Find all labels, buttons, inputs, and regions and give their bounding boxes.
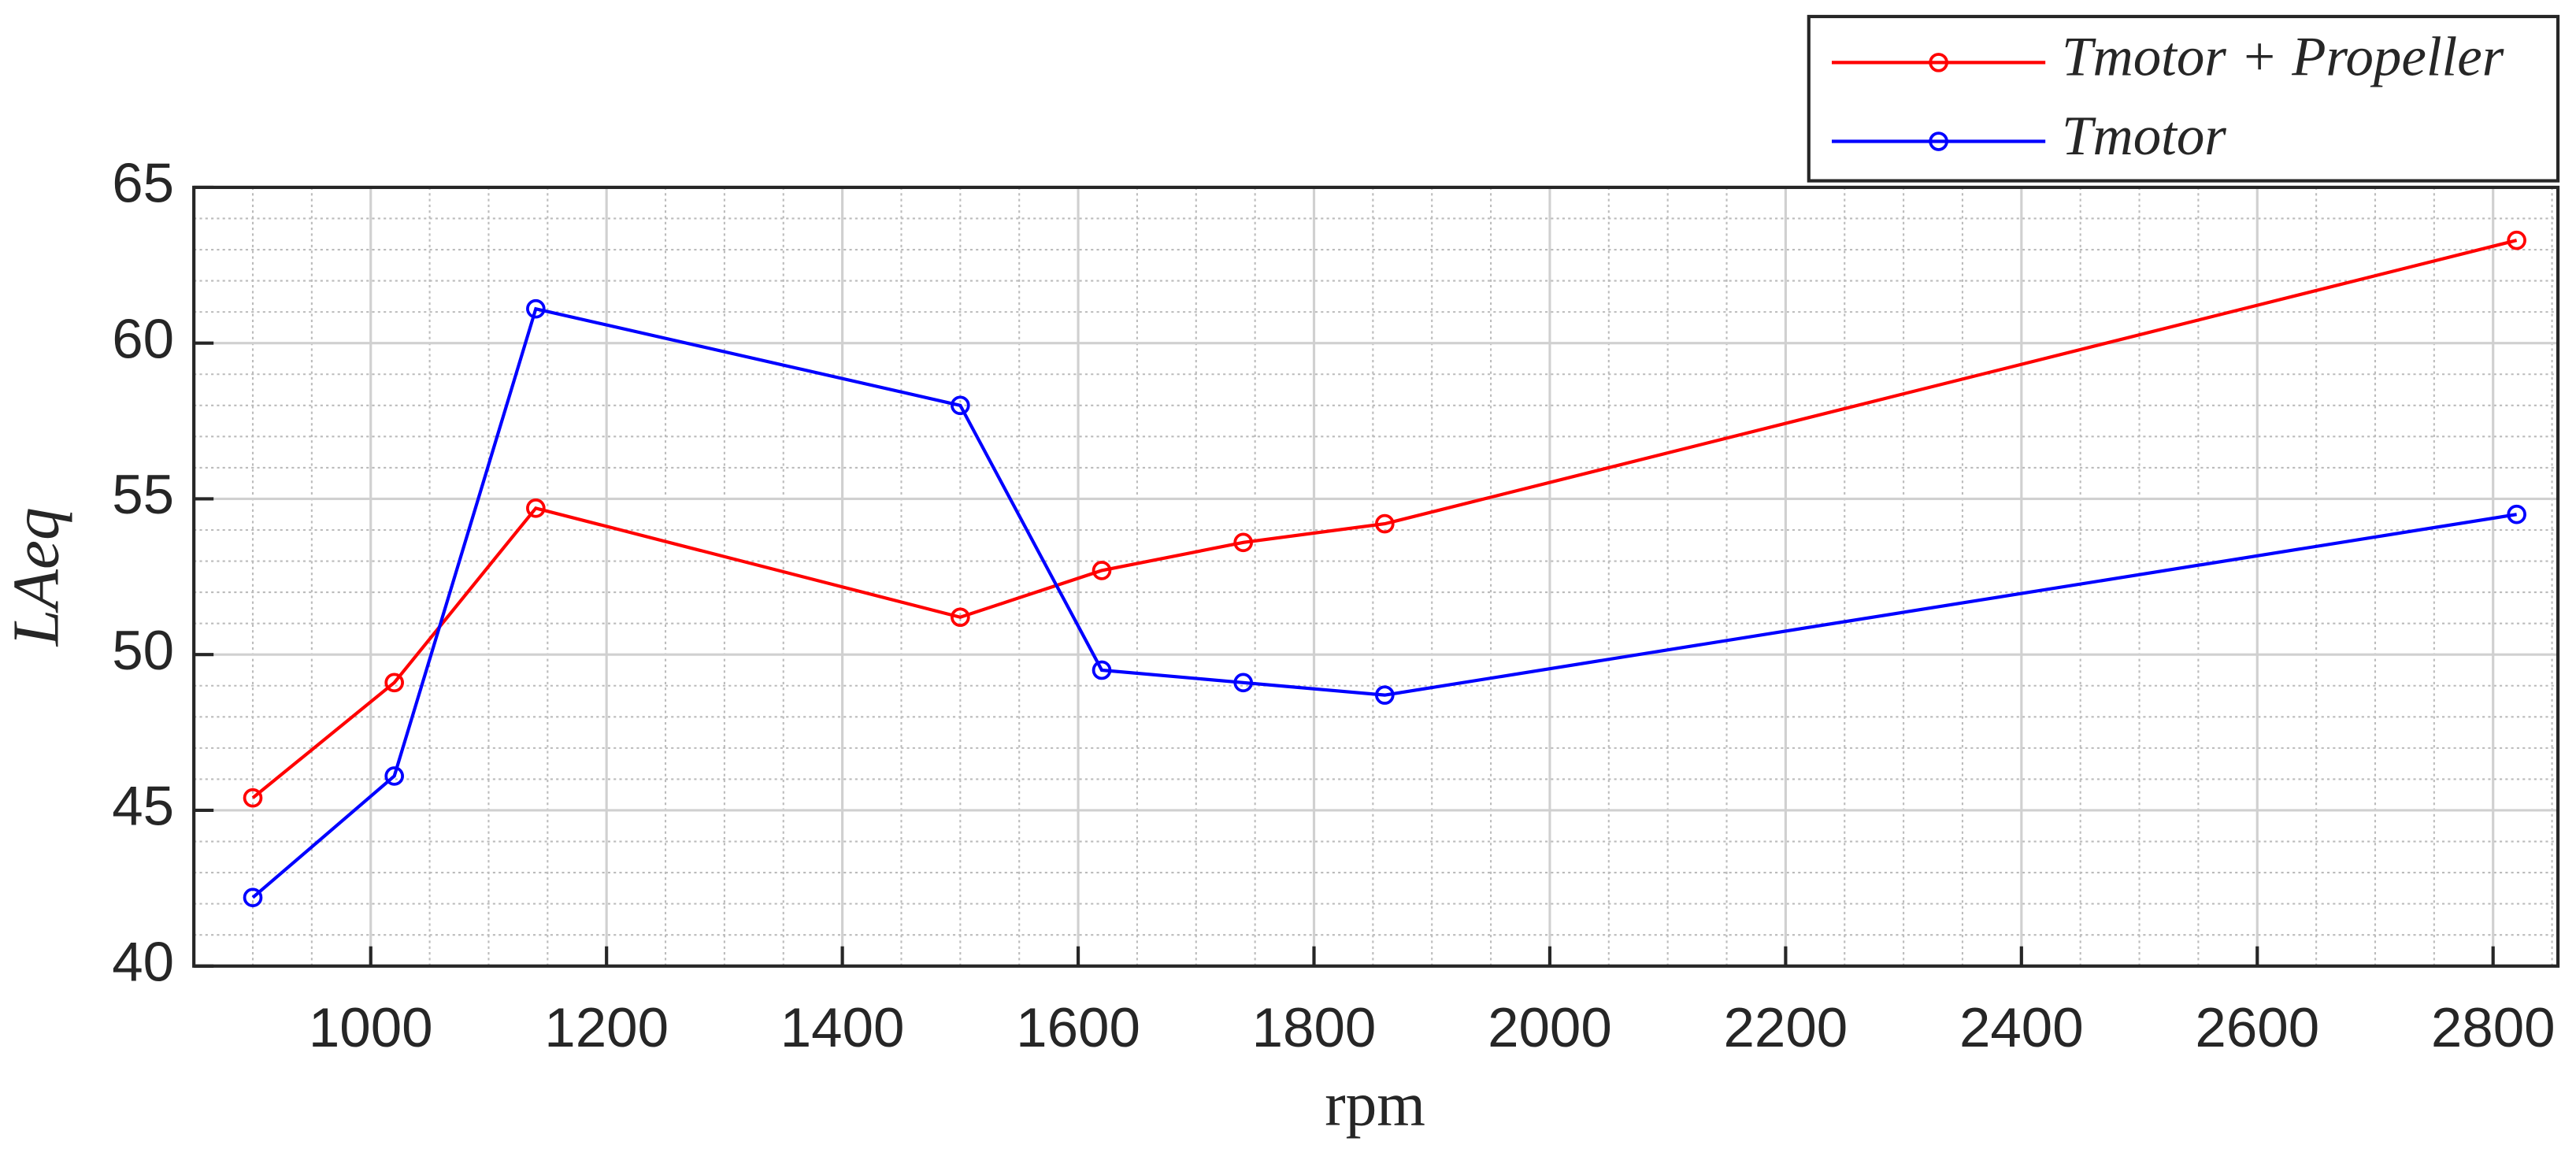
x-tick-label: 2800 — [2431, 997, 2556, 1059]
plot-area — [194, 187, 2559, 966]
plot-frame — [192, 185, 2560, 968]
x-tick-label: 1800 — [1252, 997, 1377, 1059]
x-axis-label: rpm — [1325, 1069, 1425, 1139]
legend-marker — [1929, 53, 1948, 72]
data-point — [384, 673, 404, 693]
x-tick-label: 1400 — [780, 997, 905, 1059]
y-tick-label: 55 — [112, 464, 174, 526]
data-point — [384, 766, 404, 786]
data-point — [526, 498, 546, 518]
x-tick-label: 1200 — [544, 997, 669, 1059]
y-tick-label: 45 — [112, 776, 174, 838]
data-point — [1375, 513, 1395, 534]
data-point — [2507, 504, 2526, 524]
grid: 40 45 50 55 60 65 1000 1200 1400 1600 1800 2000 2200… — [112, 153, 2560, 1059]
legend-label: Tmotor — [2062, 106, 2226, 167]
data-point — [951, 395, 970, 416]
plot — [243, 230, 2526, 908]
data-point — [526, 298, 546, 319]
x-tick-label: 1000 — [309, 997, 433, 1059]
data-point — [1092, 561, 1112, 580]
x-tick-label: 2400 — [1959, 997, 2084, 1059]
y-tick-label: 65 — [112, 153, 174, 215]
y-tick-label: 40 — [112, 931, 174, 993]
data-point — [243, 888, 263, 908]
legend-box — [1807, 14, 2560, 183]
data-point — [1092, 660, 1112, 680]
legend-marker — [1929, 132, 1948, 151]
data-point — [1233, 673, 1253, 693]
legend: Tmotor + Propeller Tmotor — [1807, 14, 2560, 183]
x-tick-label: 2600 — [2195, 997, 2319, 1059]
legend-label: Tmotor + Propeller — [2062, 27, 2504, 88]
data-point — [1375, 685, 1395, 705]
x-tick-label: 2200 — [1724, 997, 1848, 1059]
data-point — [1233, 532, 1253, 553]
x-tick-label: 2000 — [1488, 997, 1612, 1059]
data-point — [243, 788, 263, 808]
y-tick-label: 60 — [112, 308, 174, 370]
series-line — [251, 306, 2517, 899]
data-point — [2507, 230, 2526, 250]
data-point — [951, 607, 970, 628]
y-axis-label: LAeq — [0, 507, 72, 647]
y-tick-label: 50 — [112, 620, 174, 682]
x-tick-label: 1600 — [1016, 997, 1140, 1059]
series-line — [251, 239, 2518, 799]
